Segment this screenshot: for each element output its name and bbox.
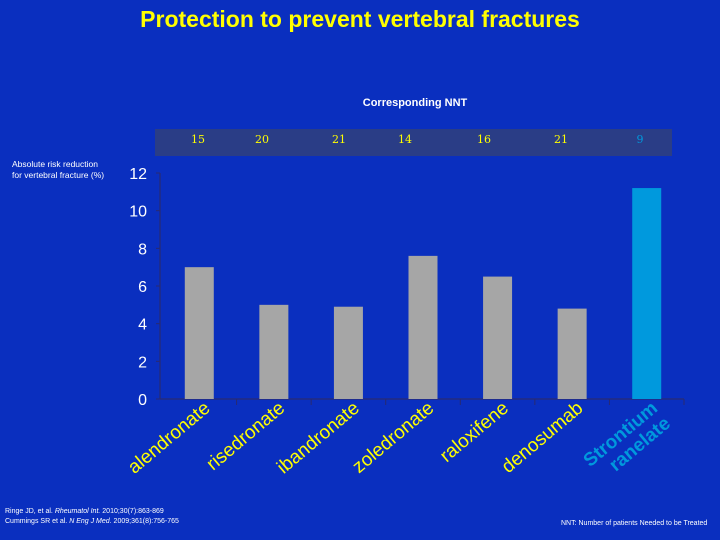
y-tick-label: 10 [129, 204, 147, 221]
nnt-header: Corresponding NNT [362, 97, 468, 109]
nnt-footnote: NNT: Number of patients Needed to be Tre… [561, 520, 708, 527]
y-tick-label: 4 [138, 317, 147, 334]
y-tick-label: 8 [138, 241, 147, 258]
bar-raloxifene [483, 276, 513, 399]
bar-strontium-ranelate [632, 188, 662, 399]
bar-zoledronate [408, 255, 438, 399]
x-tick-label: alendronate [124, 398, 214, 479]
nnt-value-raloxifene: 16 [477, 133, 491, 146]
bar-alendronate [184, 267, 214, 399]
y-axis-label: Absolute risk reduction for vertebral fr… [12, 159, 132, 181]
nnt-value-risedronate: 20 [255, 133, 269, 146]
references: Ringe JD, et al. Rheumatol Int. 2010;30(… [5, 507, 179, 527]
x-tick-label: zoledronate [349, 398, 439, 478]
nnt-value-zoledronate: 14 [398, 133, 412, 146]
y-tick-label: 2 [138, 354, 147, 371]
y-axis-label-line1: Absolute risk reduction [12, 159, 98, 169]
chart-x-ticks: alendronaterisedronateibandronatezoledro… [124, 398, 685, 487]
y-tick-label: 0 [138, 392, 147, 409]
nnt-value-denosumab: 21 [554, 133, 568, 146]
nnt-value-alendronate: 15 [191, 133, 205, 146]
x-tick-label: denosumab [498, 398, 588, 478]
nnt-value-strontium-ranelate: 9 [636, 133, 644, 146]
y-tick-label: 6 [138, 279, 147, 296]
y-tick-label: 12 [129, 166, 147, 183]
bar-ibandronate [333, 306, 363, 399]
nnt-value-ibandronate: 21 [332, 133, 346, 146]
nnt-strip [155, 129, 672, 156]
chart-y-ticks: 0 2 4 6 8 10 12 [129, 166, 160, 409]
reference-1: Ringe JD, et al. Rheumatol Int. 2010;30(… [5, 508, 164, 515]
x-tick-label: raloxifene [436, 398, 513, 467]
chart-bars [184, 188, 662, 399]
y-axis-label-line2: for vertebral fracture (%) [12, 170, 105, 180]
bar-risedronate [259, 304, 289, 399]
bar-denosumab [557, 308, 587, 399]
page-title: Protection to prevent vertebral fracture… [140, 6, 580, 32]
x-tick-label: ibandronate [273, 398, 363, 479]
x-tick-label: Strontiumranelate [580, 398, 675, 487]
reference-2: Cummings SR et al. N Eng J Med. 2009;361… [5, 518, 179, 525]
